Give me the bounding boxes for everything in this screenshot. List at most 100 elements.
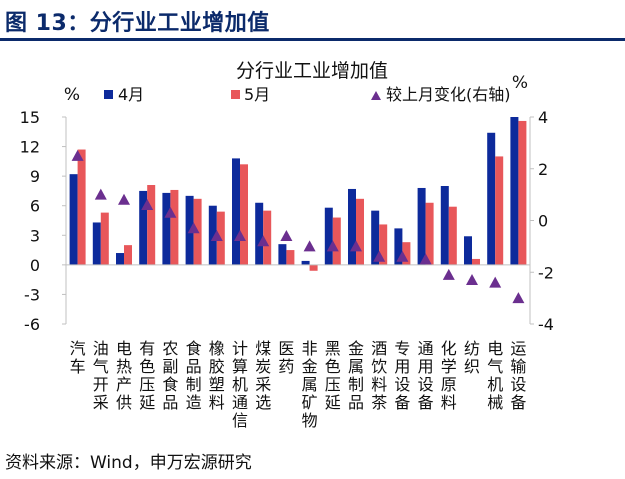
- bar-may: [472, 258, 480, 265]
- bar-may: [77, 149, 86, 265]
- bar-apr: [208, 205, 217, 265]
- bar-apr: [116, 253, 124, 265]
- bar-may: [124, 245, 132, 265]
- bar-apr: [394, 228, 403, 265]
- bar-may: [147, 185, 156, 265]
- category-label: 运输设备: [510, 339, 526, 412]
- change-marker: [210, 230, 223, 242]
- category-label: 医药: [278, 339, 294, 376]
- bar-may: [170, 189, 179, 265]
- right-tick-label: 2: [538, 160, 548, 179]
- change-marker: [141, 198, 154, 210]
- change-marker: [373, 250, 386, 262]
- change-marker: [512, 292, 525, 304]
- bar-apr: [69, 174, 78, 265]
- bar-apr: [440, 186, 449, 265]
- right-tick-label: 4: [538, 108, 548, 127]
- bar-apr: [324, 207, 333, 265]
- legend-swatch-apr: [104, 90, 113, 99]
- bar-may: [263, 210, 272, 265]
- bar-apr: [232, 158, 240, 265]
- source-note: 资料来源：Wind，申万宏源研究: [5, 453, 252, 473]
- bar-apr: [162, 192, 171, 265]
- left-tick-label: 15: [20, 108, 40, 127]
- category-label: 纺织: [464, 339, 480, 376]
- bar-may: [518, 120, 527, 265]
- bar-apr: [255, 202, 264, 265]
- change-marker: [396, 250, 409, 262]
- figure-title: 图 13：分行业工业增加值: [5, 11, 270, 36]
- bar-may: [425, 202, 434, 265]
- category-label: 计算机通信: [232, 339, 248, 430]
- category-label: 电气机械: [487, 339, 503, 412]
- category-label: 酒饮料茶: [371, 339, 387, 412]
- bar-apr: [464, 236, 472, 265]
- change-marker: [350, 240, 362, 252]
- category-label: 农副食品: [162, 339, 178, 412]
- bar-may: [332, 217, 341, 265]
- category-label: 电热产供: [116, 339, 132, 412]
- change-marker: [280, 230, 293, 242]
- legend-label-change: 较上月变化(右轴): [386, 85, 511, 104]
- left-tick-label: 3: [30, 226, 40, 245]
- category-label: 黑色压延: [325, 339, 341, 412]
- bar-apr: [139, 190, 148, 265]
- bar-may: [286, 250, 295, 265]
- industry-value-added-chart: 分行业工业增加值% 4月 5月 较上月变化(右轴)% -6 -3 0 3 6 9 12 15 -4 -2 0…: [20, 60, 554, 430]
- legend-marker-change: [371, 91, 381, 100]
- right-tick-label: -2: [538, 263, 554, 282]
- category-label: 专用设备: [394, 339, 410, 412]
- change-marker: [234, 230, 246, 242]
- category-label: 有色压延: [139, 339, 155, 412]
- change-marker: [94, 188, 107, 200]
- bar-may: [495, 156, 504, 265]
- legend-label-apr: 4月: [118, 85, 144, 104]
- figure-header: 图 13：分行业工业增加值: [0, 0, 625, 41]
- left-tick-label: 0: [30, 256, 40, 275]
- bar-may: [309, 264, 318, 271]
- right-tick-label: -4: [538, 315, 554, 334]
- bar-may: [402, 242, 411, 265]
- category-label: 通用设备: [418, 339, 434, 412]
- change-marker: [187, 222, 200, 234]
- left-axis-unit: %: [64, 85, 80, 105]
- left-tick-label: -6: [24, 315, 40, 334]
- bar-may: [356, 198, 364, 265]
- category-label: 油气开采: [93, 339, 109, 412]
- category-label: 食品制造: [186, 339, 202, 412]
- left-tick-label: -3: [24, 285, 40, 304]
- right-axis-unit: %: [512, 73, 528, 93]
- category-label: 煤炭采选: [255, 339, 271, 412]
- bar-apr: [417, 187, 426, 265]
- category-label: 汽车: [70, 339, 86, 376]
- bar-apr: [348, 188, 356, 265]
- category-label: 金属制品: [348, 339, 364, 412]
- left-tick-label: 12: [20, 138, 40, 157]
- change-marker: [466, 274, 478, 286]
- bar-apr: [278, 244, 287, 265]
- bar-may: [448, 206, 457, 265]
- legend-swatch-may: [231, 90, 240, 99]
- change-marker: [419, 253, 432, 265]
- change-marker: [442, 268, 455, 280]
- bar-may: [100, 212, 109, 265]
- right-tick-label: 0: [538, 212, 548, 231]
- change-marker: [164, 206, 177, 218]
- change-marker: [257, 235, 270, 247]
- change-marker: [118, 193, 130, 205]
- change-marker: [71, 149, 84, 161]
- category-label: 橡胶塑料: [209, 339, 225, 412]
- bar-may: [379, 224, 388, 265]
- legend-label-may: 5月: [244, 85, 270, 104]
- bar-apr: [510, 117, 519, 265]
- change-marker: [303, 240, 316, 252]
- bar-may: [240, 164, 248, 265]
- bar-apr: [301, 260, 310, 265]
- left-tick-label: 9: [30, 167, 40, 186]
- header-rule: [0, 38, 625, 41]
- category-label: 非金属矿物: [302, 339, 318, 430]
- bar-apr: [92, 222, 101, 265]
- left-tick-label: 6: [30, 197, 40, 216]
- bar-apr: [487, 132, 496, 265]
- category-label: 化学原料: [441, 339, 457, 412]
